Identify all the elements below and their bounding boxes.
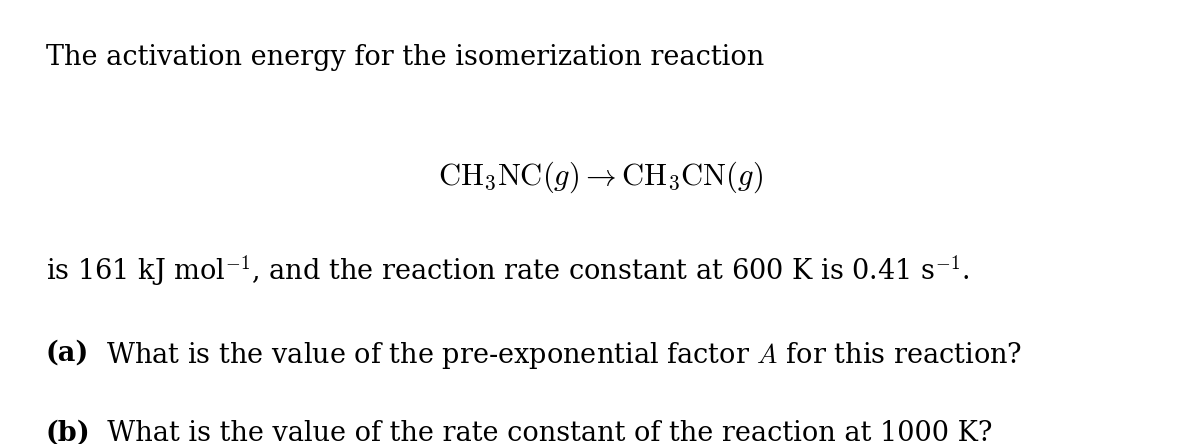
- Text: What is the value of the pre-exponential factor $A$ for this reaction?: What is the value of the pre-exponential…: [89, 340, 1022, 371]
- Text: is 161 kJ mol$^{-1}$, and the reaction rate constant at 600 K is 0.41 s$^{-1}$.: is 161 kJ mol$^{-1}$, and the reaction r…: [46, 253, 970, 289]
- Text: (b): (b): [46, 420, 90, 444]
- Text: The activation energy for the isomerization reaction: The activation energy for the isomerizat…: [46, 44, 764, 71]
- Text: (a): (a): [46, 340, 89, 367]
- Text: What is the value of the rate constant of the reaction at 1000 K?: What is the value of the rate constant o…: [90, 420, 992, 444]
- Text: $\mathrm{CH_3NC}(g) \rightarrow \mathrm{CH_3CN}(g)$: $\mathrm{CH_3NC}(g) \rightarrow \mathrm{…: [438, 160, 762, 195]
